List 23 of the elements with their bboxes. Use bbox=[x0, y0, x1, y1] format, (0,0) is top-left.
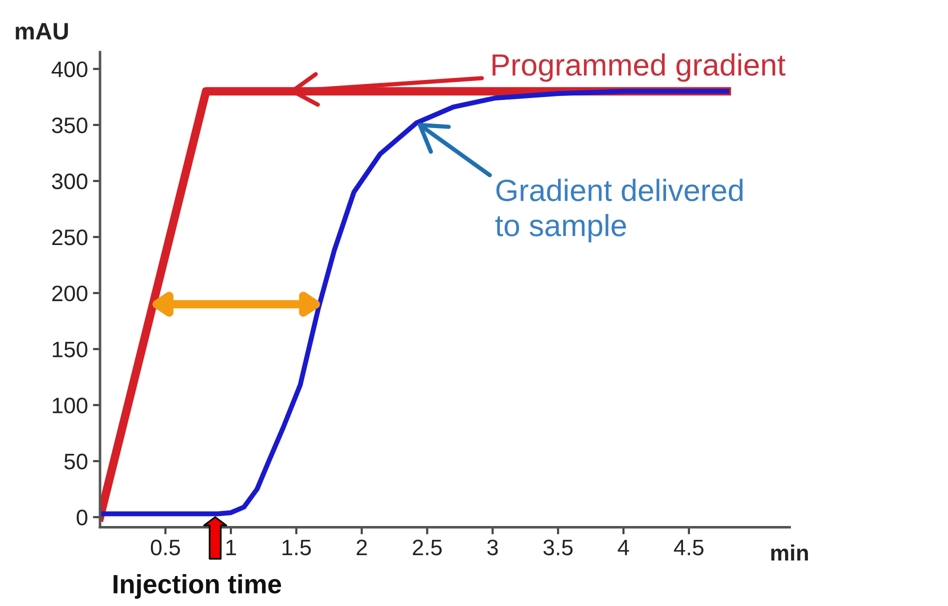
y-tick-label: 200 bbox=[52, 286, 88, 302]
x-tick-label: 1.5 bbox=[282, 540, 311, 556]
x-tick-label: 4.5 bbox=[674, 540, 704, 556]
y-tick-label: 400 bbox=[52, 61, 88, 78]
y-tick-label: 0 bbox=[76, 510, 88, 526]
x-tick-label: 3.5 bbox=[543, 540, 573, 556]
annotation: Injection time bbox=[114, 574, 282, 599]
y-tick-label: 250 bbox=[52, 230, 88, 246]
y-tick-label: 150 bbox=[52, 342, 88, 358]
y-tick-label: 50 bbox=[64, 454, 88, 470]
x-tick-label: 1 bbox=[226, 540, 236, 556]
annotation: Gradient delivered to sample bbox=[495, 178, 743, 242]
annotation: Programmed gradient bbox=[492, 53, 786, 82]
x-tick-label: 0.5 bbox=[150, 540, 180, 556]
x-tick-label: 2 bbox=[356, 540, 367, 556]
x-tick-label: 3 bbox=[487, 540, 498, 556]
y-tick-label: 100 bbox=[52, 398, 88, 414]
x-axis-title: min bbox=[771, 544, 808, 561]
y-tick-label: 300 bbox=[52, 174, 88, 190]
y-tick-label: 350 bbox=[52, 117, 88, 134]
x-tick-label: 4 bbox=[618, 540, 630, 556]
x-tick-label: 2.5 bbox=[412, 540, 442, 556]
y-axis-title: mAU bbox=[16, 23, 68, 40]
